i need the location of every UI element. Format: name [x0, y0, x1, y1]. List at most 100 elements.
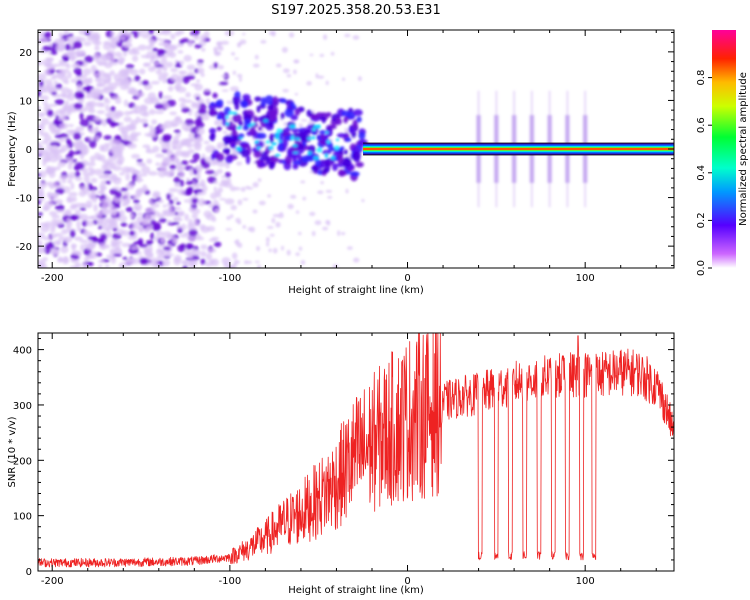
spectrogram-cell: [245, 185, 251, 190]
spectrogram-cell: [158, 260, 164, 266]
spectrogram-cell: [168, 44, 176, 52]
spectrogram-x-axis: -200 -100 0 100: [41, 30, 657, 284]
spectrogram-cell: [123, 76, 130, 85]
spectrogram-cell: [103, 97, 109, 101]
spectrogram-cell: [272, 213, 279, 218]
spectrogram-cell: [149, 212, 156, 221]
spectrogram-cell: [306, 81, 312, 86]
spectrogram-cell: [158, 73, 163, 82]
spectrogram-cell: [219, 197, 226, 201]
spectrogram-cell: [88, 108, 96, 114]
spectrogram-cell: [196, 127, 205, 136]
spectrogram-cell: [64, 157, 74, 162]
spectrogram-cell: [109, 120, 116, 128]
spectrogram-cell: [208, 109, 218, 117]
spectrogram-cell: [213, 186, 217, 193]
spectrogram-cell: [93, 168, 104, 176]
spectrogram-cell: [146, 240, 154, 244]
spectrogram-cell: [48, 155, 59, 163]
spectrogram-cell: [212, 146, 216, 151]
spectrogram-cell: [70, 50, 78, 55]
spectrogram-hot-cell: [274, 153, 281, 157]
spectrogram-cell: [153, 193, 159, 197]
spectrogram-cell: [130, 257, 136, 262]
spectrogram-cell: [99, 144, 105, 152]
spectrogram-cell: [355, 161, 364, 168]
spectrogram-cell: [295, 210, 300, 214]
spectrogram-cell: [75, 126, 85, 132]
spectrogram-cell: [257, 178, 262, 183]
spectrogram-cell: [42, 101, 49, 106]
spectrogram-cell: [54, 98, 65, 105]
spectrogram-cell: [344, 137, 352, 142]
spectrogram-cell: [125, 206, 133, 213]
spectrogram-cell: [185, 92, 191, 98]
spectrogram-cell: [125, 172, 131, 181]
spectrogram-cell: [163, 102, 170, 110]
spectrogram-cell: [236, 96, 241, 103]
spectrogram-y-tick-label: -20: [16, 242, 32, 253]
spectrogram-cell: [135, 175, 142, 183]
spectrogram-cell: [38, 129, 43, 134]
spectrogram-cell: [157, 243, 168, 248]
spectrogram-cell: [139, 108, 148, 117]
spectrogram-cell: [344, 127, 349, 133]
spectrogram-y-tick-label: -10: [16, 194, 32, 205]
spectrogram-cell: [136, 132, 142, 136]
spectrogram-cell: [200, 244, 208, 250]
spectrogram-cell: [129, 68, 139, 76]
spectrogram-cell: [82, 74, 88, 78]
spectrogram-cell: [87, 235, 98, 241]
spectrogram-cell: [50, 49, 58, 56]
spectrogram-cell: [94, 135, 100, 142]
spectrogram-cell: [85, 95, 94, 99]
snr-x-tick-label: -100: [219, 576, 242, 587]
spectrogram-cell: [147, 199, 153, 204]
spectrogram-cell: [133, 170, 142, 175]
spectrogram-cell: [278, 141, 284, 152]
spectrogram-cell: [132, 194, 141, 199]
spectrogram-cell: [289, 101, 295, 108]
spectrogram-cell: [97, 225, 103, 230]
spectrogram-cell: [133, 199, 140, 204]
spectrogram-cell: [203, 140, 210, 145]
spectrogram-cell: [189, 159, 198, 163]
spectrogram-cell: [38, 73, 47, 82]
spectrogram-x-tick-label: 0: [404, 273, 410, 284]
spectrogram-cell: [41, 84, 51, 91]
spectrogram-cell: [90, 177, 98, 183]
spectrogram-cell: [174, 116, 181, 122]
spectrogram-cell: [181, 223, 187, 231]
spectrogram-cell: [72, 196, 77, 202]
spectrogram-cell: [162, 95, 173, 100]
spectrogram-cell: [275, 63, 282, 68]
spectrogram-cell: [311, 230, 316, 237]
spectrogram-hot-cell: [335, 138, 340, 142]
spectrogram-blobs: [38, 30, 588, 268]
spectrogram-cell: [295, 252, 300, 256]
spectrogram-cell: [230, 51, 236, 56]
spectrogram-hot-cell: [251, 122, 256, 126]
snr-y-tick-label: 100: [13, 512, 32, 523]
spectrogram-cell: [162, 209, 170, 215]
spectrogram-cell: [213, 62, 218, 69]
spectrogram-cell: [44, 156, 51, 162]
spectrogram-cell: [74, 162, 85, 170]
spectrogram-hot-cell: [271, 142, 277, 146]
spectrogram-cell: [123, 99, 129, 107]
spectrogram-cell: [38, 212, 43, 216]
spectrogram-cell: [294, 92, 299, 96]
spectrogram-cell: [80, 243, 85, 252]
spectrogram-cell: [197, 198, 206, 207]
spectrogram-cell: [215, 120, 224, 126]
spectrogram-cell: [216, 99, 224, 107]
colorbar-tick-label: 0.0: [696, 260, 707, 276]
spectrogram-hot-cell: [236, 126, 242, 130]
spectrogram-cell: [290, 194, 297, 199]
spectrogram-cell: [196, 62, 204, 67]
spectrogram-cell: [237, 242, 243, 249]
spectrogram-y-axis: -20 -10 0 10 20: [16, 31, 674, 267]
spectrogram-cell: [42, 45, 52, 52]
spectrogram-cell: [83, 231, 94, 238]
spectrogram-hot-cell: [313, 124, 319, 129]
